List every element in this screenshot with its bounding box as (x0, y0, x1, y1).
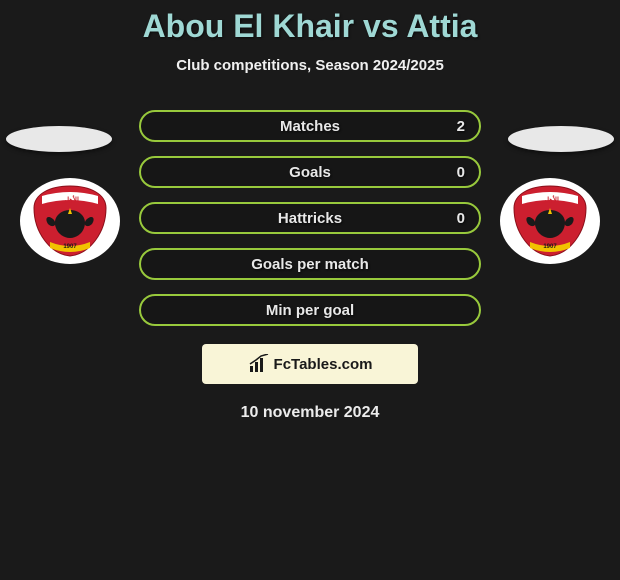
stat-label: Goals (141, 164, 479, 181)
stat-row-min-per-goal: Min per goal (139, 294, 481, 326)
stat-value: 0 (457, 210, 465, 227)
date-text: 10 november 2024 (0, 404, 620, 422)
svg-text:1907: 1907 (63, 244, 77, 250)
stat-label: Matches (141, 118, 479, 135)
site-name: FcTables.com (274, 356, 373, 373)
al-ahly-crest-icon: الأهلي 1907 (510, 184, 590, 258)
stat-row-goals-per-match: Goals per match (139, 248, 481, 280)
chart-icon (248, 354, 270, 374)
stat-row-matches: Matches 2 (139, 110, 481, 142)
player-left-avatar-placeholder (6, 126, 112, 152)
page-title: Abou El Khair vs Attia (0, 8, 620, 45)
stat-value: 0 (457, 164, 465, 181)
stat-label: Goals per match (141, 256, 479, 273)
stat-label: Min per goal (141, 302, 479, 319)
stat-row-goals: Goals 0 (139, 156, 481, 188)
stat-row-hattricks: Hattricks 0 (139, 202, 481, 234)
club-crest-left: الأهلي 1907 (20, 178, 120, 264)
al-ahly-crest-icon: الأهلي 1907 (30, 184, 110, 258)
subtitle: Club competitions, Season 2024/2025 (0, 57, 620, 74)
stat-value: 2 (457, 118, 465, 135)
club-crest-right: الأهلي 1907 (500, 178, 600, 264)
svg-text:1907: 1907 (543, 244, 557, 250)
site-badge[interactable]: FcTables.com (202, 344, 418, 384)
player-right-avatar-placeholder (508, 126, 614, 152)
stat-label: Hattricks (141, 210, 479, 227)
